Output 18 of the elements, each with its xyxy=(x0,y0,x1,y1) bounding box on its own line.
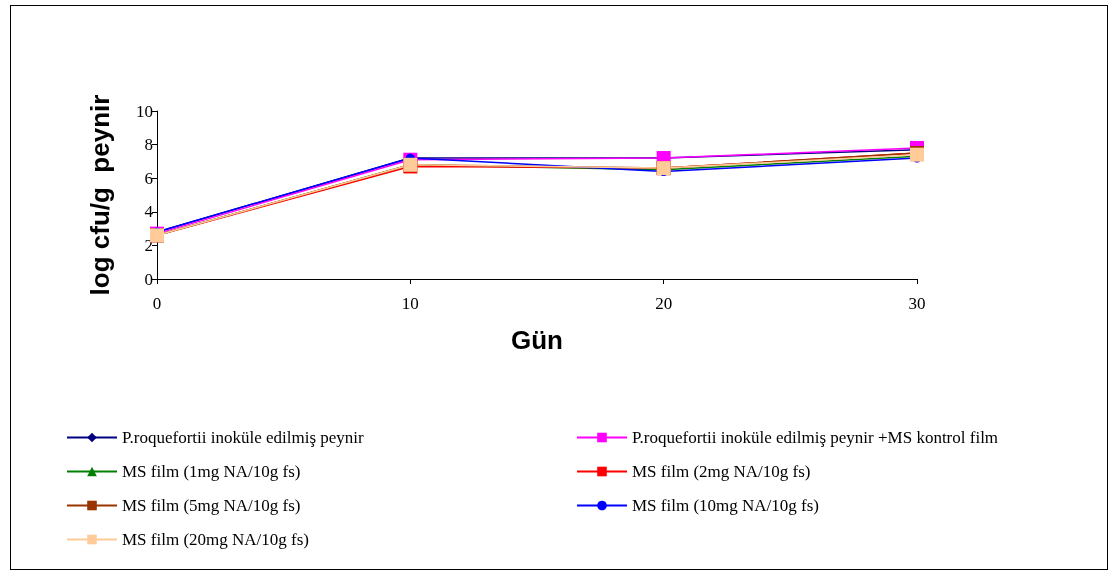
x-tick-label: 30 xyxy=(908,294,926,313)
legend-label: MS film (2mg NA/10g fs) xyxy=(632,462,811,481)
y-tick-label: 4 xyxy=(144,202,154,222)
y-tick-label: 2 xyxy=(144,235,153,255)
x-tick-label: 10 xyxy=(401,294,419,313)
legend-label: P.roquefortii inoküle edilmiş peynir xyxy=(122,428,365,447)
y-tick-label: 10 xyxy=(136,101,153,121)
y-tick-label: 8 xyxy=(144,135,153,155)
legend-label: MS film (1mg NA/10g fs) xyxy=(122,462,301,481)
legend-label: P.roquefortii inoküle edilmiş peynir +MS kontrol film xyxy=(632,428,999,447)
y-tick-label: 0 xyxy=(144,269,153,289)
y-axis-title: log cfu/g peynir xyxy=(85,94,115,296)
legend-label: MS film (20mg NA/10g fs) xyxy=(122,530,309,549)
legend-label: MS film (10mg NA/10g fs) xyxy=(632,496,819,515)
x-tick-label: 20 xyxy=(655,294,673,313)
x-axis-title: Gün xyxy=(511,325,563,355)
y-tick-label: 6 xyxy=(144,168,153,188)
legend-label: MS film (5mg NA/10g fs) xyxy=(122,496,301,515)
